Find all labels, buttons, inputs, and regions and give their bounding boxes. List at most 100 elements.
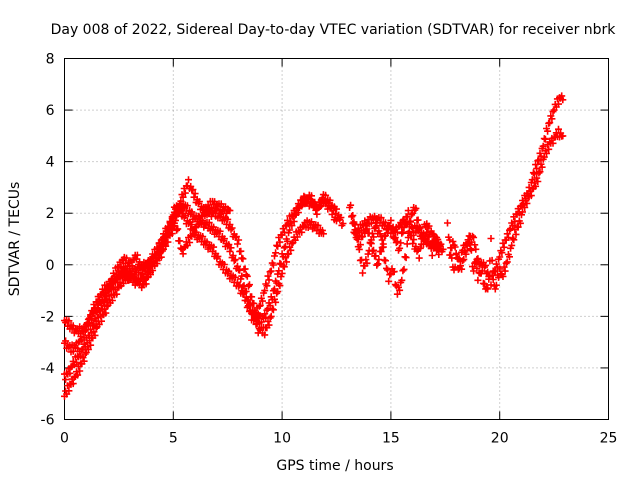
data-point xyxy=(389,233,397,241)
data-point xyxy=(333,205,340,213)
data-point xyxy=(350,220,358,227)
data-point xyxy=(164,238,172,246)
data-point xyxy=(449,238,457,246)
data-point xyxy=(432,236,439,244)
data-point xyxy=(356,241,364,249)
data-point xyxy=(62,376,70,384)
data-point xyxy=(559,96,567,104)
data-point xyxy=(172,216,179,224)
data-point xyxy=(318,226,326,234)
data-point xyxy=(504,234,512,241)
data-point xyxy=(532,182,540,190)
data-point xyxy=(526,187,534,195)
data-point xyxy=(236,281,244,289)
data-point xyxy=(555,100,562,108)
x-tick-label: 15 xyxy=(382,431,400,447)
data-point xyxy=(533,165,541,173)
data-point xyxy=(308,192,315,200)
data-point xyxy=(231,256,239,264)
data-point xyxy=(103,292,111,299)
data-point xyxy=(274,270,282,278)
data-point xyxy=(529,169,537,177)
data-point xyxy=(250,300,258,307)
data-point xyxy=(168,230,176,238)
y-tick-label: -6 xyxy=(41,413,55,429)
data-point xyxy=(74,344,82,352)
data-point xyxy=(393,238,401,246)
data-point xyxy=(314,221,322,229)
data-point xyxy=(262,313,270,321)
data-point xyxy=(263,282,271,290)
data-point xyxy=(491,285,499,293)
data-point xyxy=(265,276,273,284)
data-point xyxy=(224,215,232,223)
data-point xyxy=(390,227,398,235)
data-point xyxy=(137,263,145,271)
data-point xyxy=(294,227,302,235)
data-point xyxy=(498,249,506,257)
data-point xyxy=(425,222,433,230)
x-tick-label: 20 xyxy=(491,431,509,447)
data-point xyxy=(197,218,204,226)
data-point xyxy=(226,247,234,255)
data-point xyxy=(329,206,337,214)
data-point xyxy=(267,312,275,320)
data-point xyxy=(255,302,263,310)
data-points xyxy=(61,92,567,400)
data-point xyxy=(509,222,517,230)
data-point xyxy=(257,318,265,326)
data-point xyxy=(226,207,234,215)
data-point xyxy=(397,239,405,247)
data-point xyxy=(191,190,199,198)
data-point xyxy=(80,334,88,341)
y-tick-label: 0 xyxy=(46,258,55,274)
data-point xyxy=(549,139,557,147)
data-point xyxy=(482,261,490,269)
data-point xyxy=(421,236,429,244)
data-point xyxy=(457,257,464,265)
data-point xyxy=(81,327,89,335)
data-point xyxy=(246,281,253,289)
data-point xyxy=(142,273,150,281)
data-point xyxy=(284,216,291,224)
data-point xyxy=(188,208,196,216)
data-point xyxy=(169,211,177,219)
data-point xyxy=(541,135,549,143)
data-point xyxy=(69,357,77,365)
data-point xyxy=(534,178,542,185)
data-point xyxy=(398,229,406,237)
data-point xyxy=(367,236,375,244)
data-point xyxy=(404,207,412,215)
data-point xyxy=(481,280,488,288)
data-point xyxy=(559,132,567,140)
data-point xyxy=(239,290,247,298)
data-point xyxy=(241,265,249,273)
data-point xyxy=(360,226,368,234)
data-point xyxy=(548,115,556,123)
axis-ticks xyxy=(64,58,609,420)
data-point xyxy=(446,251,454,259)
data-point xyxy=(114,279,122,287)
data-point xyxy=(384,266,392,274)
data-point xyxy=(374,260,382,268)
data-point xyxy=(280,228,288,236)
data-point xyxy=(510,236,518,244)
data-point xyxy=(469,232,476,240)
data-point xyxy=(269,261,277,269)
data-point xyxy=(266,302,274,309)
data-point xyxy=(349,212,357,219)
data-point xyxy=(283,258,290,266)
data-point xyxy=(434,246,442,253)
data-point xyxy=(370,246,377,254)
data-point xyxy=(177,204,185,212)
grid xyxy=(64,58,609,420)
data-point xyxy=(494,263,501,271)
data-point xyxy=(110,283,117,291)
data-point xyxy=(319,230,327,238)
y-tick-label: 4 xyxy=(46,155,55,171)
data-point xyxy=(535,156,543,164)
chart-title: Day 008 of 2022, Sidereal Day-to-day VTE… xyxy=(51,22,617,38)
data-point xyxy=(348,213,356,221)
data-point xyxy=(528,176,536,184)
